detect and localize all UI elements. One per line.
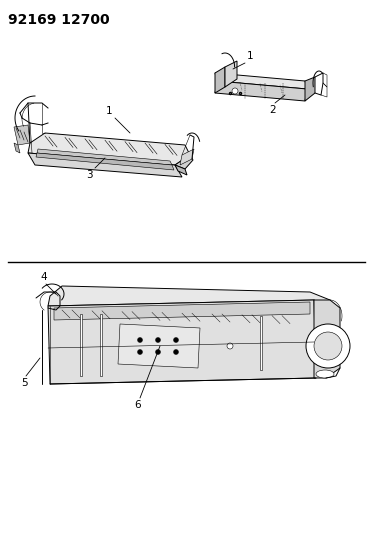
Circle shape <box>232 88 238 94</box>
Text: 3: 3 <box>87 170 93 180</box>
Polygon shape <box>80 314 82 376</box>
Circle shape <box>156 350 160 354</box>
Polygon shape <box>175 165 187 175</box>
Circle shape <box>138 350 142 354</box>
Circle shape <box>138 337 142 343</box>
Polygon shape <box>260 316 262 370</box>
Polygon shape <box>305 77 315 101</box>
Circle shape <box>173 350 179 354</box>
Polygon shape <box>36 153 174 170</box>
Text: 4: 4 <box>41 272 47 282</box>
Polygon shape <box>215 73 307 89</box>
Polygon shape <box>225 61 237 87</box>
Polygon shape <box>54 302 310 320</box>
Polygon shape <box>100 314 102 376</box>
Text: 1: 1 <box>106 106 112 116</box>
Polygon shape <box>48 286 332 308</box>
Text: 1: 1 <box>247 51 254 61</box>
Polygon shape <box>14 125 30 145</box>
Circle shape <box>156 337 160 343</box>
Polygon shape <box>118 324 200 368</box>
Circle shape <box>306 324 350 368</box>
Polygon shape <box>48 300 316 384</box>
Polygon shape <box>215 67 225 93</box>
Text: 2: 2 <box>270 105 276 115</box>
Ellipse shape <box>316 370 334 378</box>
Polygon shape <box>314 300 340 378</box>
Circle shape <box>314 332 342 360</box>
Polygon shape <box>28 133 190 165</box>
Polygon shape <box>14 143 20 153</box>
Polygon shape <box>180 149 194 165</box>
Text: 6: 6 <box>135 400 141 410</box>
Polygon shape <box>28 153 182 177</box>
Text: 5: 5 <box>21 378 27 388</box>
Polygon shape <box>215 81 307 101</box>
Circle shape <box>173 337 179 343</box>
Polygon shape <box>175 155 193 169</box>
Text: 92169 12700: 92169 12700 <box>8 13 110 27</box>
Polygon shape <box>37 149 172 165</box>
Circle shape <box>227 343 233 349</box>
